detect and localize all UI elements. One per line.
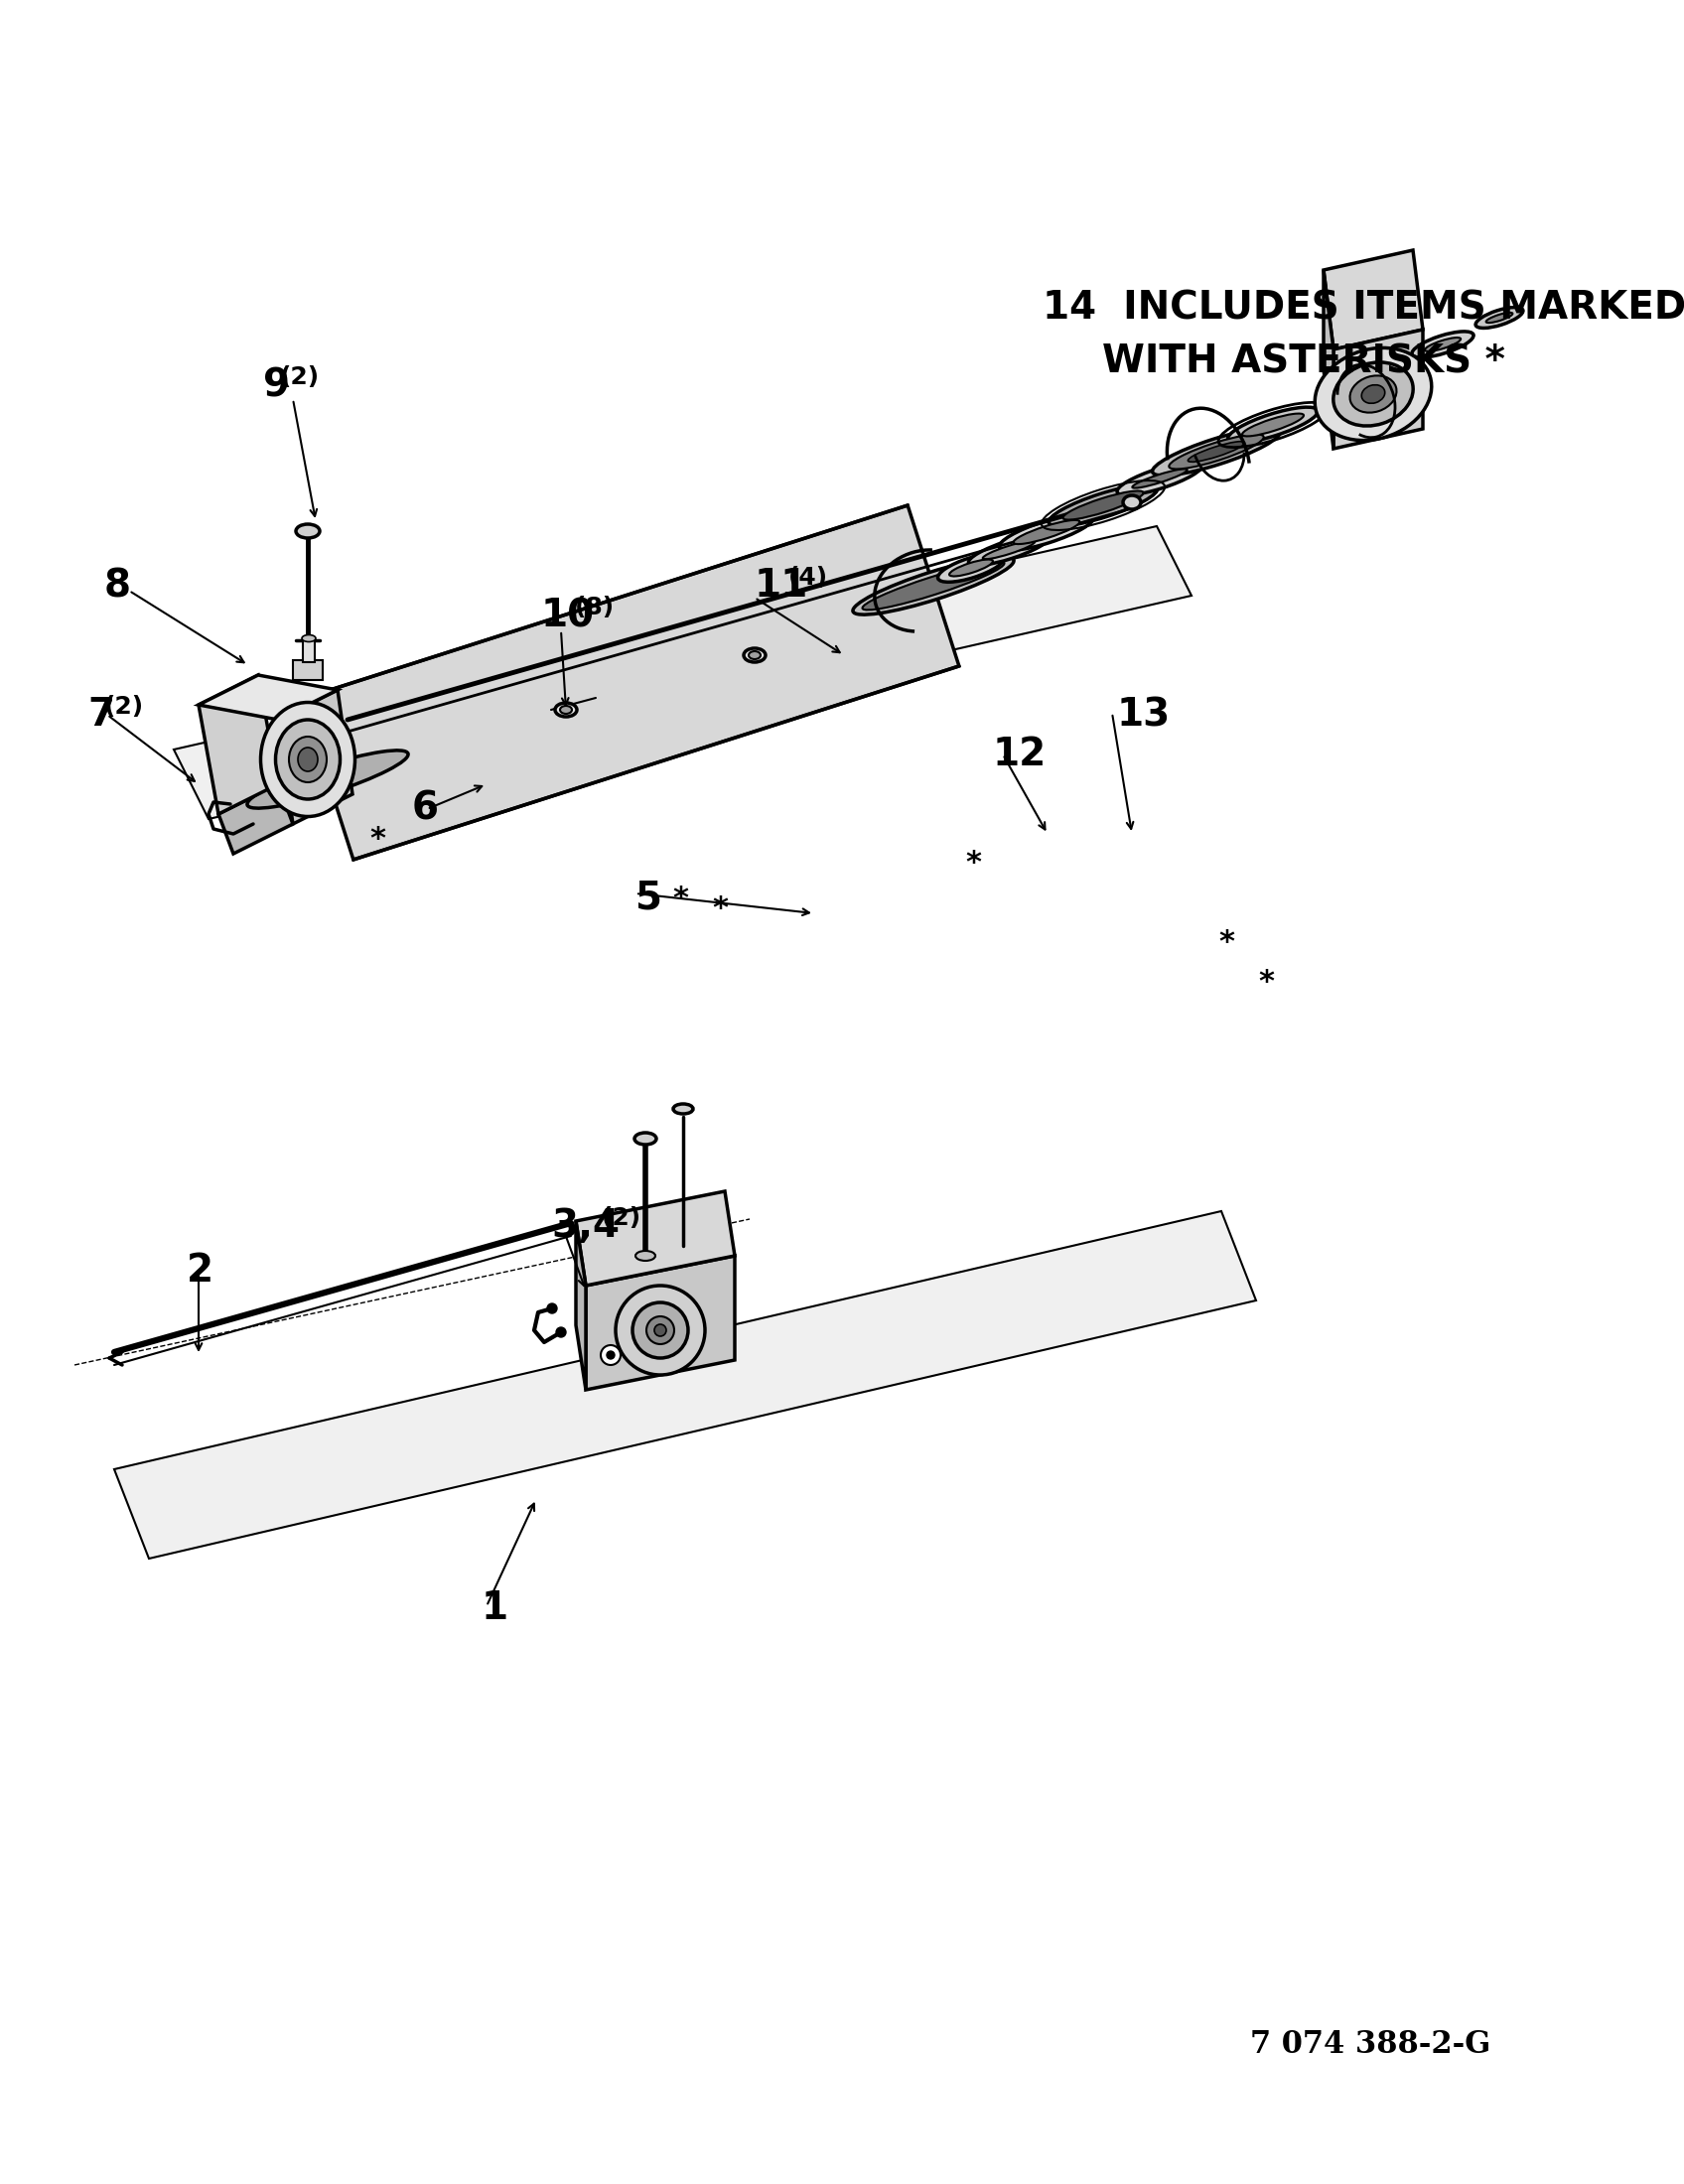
Ellipse shape [749,651,761,660]
Ellipse shape [1014,520,1079,544]
Text: WITH ASTERISKS *: WITH ASTERISKS * [1101,343,1505,382]
Circle shape [616,1286,706,1376]
Ellipse shape [1243,413,1303,437]
Text: 7 074 388-2-G: 7 074 388-2-G [1250,2029,1490,2060]
Polygon shape [219,784,293,854]
Ellipse shape [1063,491,1143,520]
Ellipse shape [561,705,573,714]
Ellipse shape [276,721,340,799]
Ellipse shape [852,557,1014,614]
Polygon shape [1324,251,1423,349]
Text: *: * [672,885,689,913]
Text: 11: 11 [754,568,808,605]
Ellipse shape [1132,470,1187,487]
Ellipse shape [1411,332,1474,358]
Text: 1: 1 [482,1590,509,1627]
Polygon shape [199,675,337,721]
Text: *: * [369,823,386,854]
Circle shape [647,1317,674,1343]
Text: (2): (2) [280,365,320,389]
Circle shape [633,1302,689,1358]
Ellipse shape [635,1251,655,1260]
Ellipse shape [968,535,1049,566]
Polygon shape [278,690,352,823]
Text: *: * [1258,968,1273,998]
Text: 12: 12 [994,736,1047,773]
Ellipse shape [1351,376,1396,413]
Text: 10: 10 [541,596,594,633]
Text: (8): (8) [574,596,615,618]
Text: (4): (4) [788,566,829,590]
Polygon shape [115,1212,1256,1559]
Ellipse shape [1334,363,1413,426]
Polygon shape [576,1221,586,1389]
Ellipse shape [674,1103,694,1114]
Polygon shape [1324,271,1334,448]
Ellipse shape [983,542,1036,559]
Ellipse shape [1116,463,1202,496]
Ellipse shape [1152,428,1280,476]
Ellipse shape [999,513,1095,550]
Text: 3,4: 3,4 [551,1208,620,1245]
Polygon shape [1334,330,1423,448]
Ellipse shape [938,555,1004,581]
Ellipse shape [1315,347,1431,441]
Text: 5: 5 [635,880,662,917]
Text: (2): (2) [104,695,143,719]
Text: (2): (2) [601,1206,642,1230]
Ellipse shape [1228,406,1319,443]
Text: *: * [712,893,727,922]
Text: 2: 2 [187,1251,214,1289]
Text: 14  INCLUDES ITEMS MARKED: 14 INCLUDES ITEMS MARKED [1042,288,1684,328]
Text: *: * [965,850,982,878]
Text: 7: 7 [88,697,115,734]
Ellipse shape [1123,496,1140,509]
Ellipse shape [635,1133,657,1144]
Text: 13: 13 [1116,697,1170,734]
Bar [293,660,323,679]
Circle shape [556,1328,566,1337]
Ellipse shape [744,649,766,662]
Circle shape [547,1304,557,1313]
Ellipse shape [1362,384,1384,404]
Ellipse shape [298,747,318,771]
Ellipse shape [950,559,994,577]
Polygon shape [576,1190,734,1286]
Ellipse shape [1475,308,1522,328]
Ellipse shape [1169,435,1263,470]
Ellipse shape [296,524,320,537]
Ellipse shape [1187,441,1244,463]
Ellipse shape [862,561,1004,609]
Text: 6: 6 [413,791,440,828]
Ellipse shape [1049,485,1157,526]
Text: 8: 8 [104,568,131,605]
Ellipse shape [248,751,408,808]
Bar [303,640,315,662]
Ellipse shape [290,736,327,782]
Circle shape [606,1352,615,1358]
Circle shape [601,1345,621,1365]
Ellipse shape [261,703,355,817]
Polygon shape [301,505,960,860]
Text: *: * [1218,928,1234,957]
Ellipse shape [1425,339,1460,352]
Ellipse shape [1485,312,1512,323]
Polygon shape [199,675,278,815]
Text: 9: 9 [263,367,290,404]
Ellipse shape [556,703,578,716]
Polygon shape [586,1256,734,1389]
Polygon shape [173,526,1192,819]
Ellipse shape [301,636,317,642]
Circle shape [655,1324,667,1337]
